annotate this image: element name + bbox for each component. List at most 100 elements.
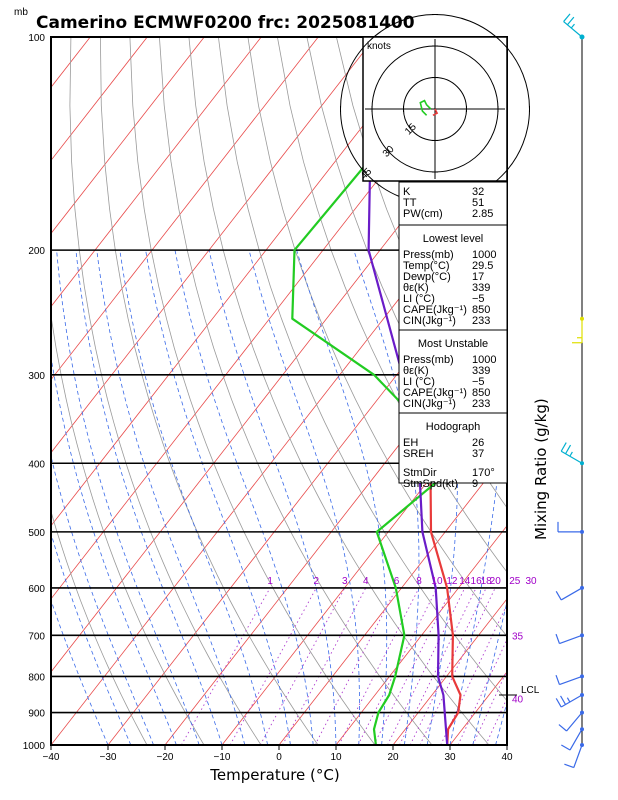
mixing-ratio-label: 16 <box>471 576 483 587</box>
moist-adiabat-line <box>296 249 388 745</box>
index-value: 51 <box>472 197 484 209</box>
wind-barb-flag <box>564 763 574 769</box>
index-label: CAPE(Jkg⁻¹) <box>403 387 467 399</box>
mixing-ratio-line <box>229 587 317 745</box>
mixing-ratio-label: 18 <box>481 576 493 587</box>
mixing-ratio-line <box>409 587 487 745</box>
mixing-ratio-axis-label: Mixing Ratio (g/kg) <box>532 398 550 540</box>
wind-barb-flag <box>558 724 567 732</box>
hodograph-unit: knots <box>367 41 391 52</box>
mixing-ratio-label: 3 <box>342 576 348 587</box>
isotherm-line <box>107 232 507 745</box>
index-value: 233 <box>472 315 490 327</box>
wind-barb-flag <box>555 590 562 601</box>
mixing-ratio-label: 1 <box>267 576 273 587</box>
moist-adiabat-line <box>208 250 337 745</box>
wind-barb-half-flag <box>570 23 575 29</box>
temperature-tick-label: −10 <box>214 752 231 763</box>
mixing-ratio-label: 25 <box>509 576 521 587</box>
index-section-title: Lowest level <box>423 233 484 245</box>
wind-barb-shaft <box>559 675 583 686</box>
isotherm-line <box>51 159 507 745</box>
pressure-tick-label: 400 <box>28 459 45 470</box>
index-value: 1000 <box>472 249 496 261</box>
temperature-tick-label: 20 <box>387 752 399 763</box>
wind-barb-half-flag <box>569 451 573 457</box>
temperature-tick-label: 40 <box>501 752 513 763</box>
wind-barb-shaft <box>560 450 583 464</box>
index-label: Dewp(°C) <box>403 271 451 283</box>
index-label: LI (°C) <box>403 293 435 305</box>
mixing-ratio-label: 4 <box>363 576 369 587</box>
wind-barb-shaft <box>573 744 583 768</box>
indices-frame <box>398 181 508 484</box>
wind-barb-flag <box>563 13 571 22</box>
moist-adiabat-line <box>75 250 223 745</box>
x-axis-label: Temperature (°C) <box>209 766 339 784</box>
isotherm-line <box>51 37 433 527</box>
index-value: 233 <box>472 398 490 410</box>
dry-adiabat-line <box>543 37 618 745</box>
moist-adiabat-line <box>56 250 200 745</box>
dry-adiabat-line <box>100 37 319 745</box>
dry-adiabat-line <box>159 37 433 745</box>
wind-barb-shaft <box>563 21 583 38</box>
wind-barb-flag <box>555 698 562 708</box>
wind-barb-flag <box>565 444 572 455</box>
wind-barb-flag <box>560 695 567 705</box>
pressure-tick-label: 900 <box>28 709 45 720</box>
dry-adiabat-line <box>306 37 507 509</box>
isotherm-line <box>335 525 507 745</box>
wind-barb-flag <box>561 744 571 751</box>
index-label: CIN(Jkg⁻¹) <box>403 315 456 327</box>
temperature-tick-label: −30 <box>100 752 117 763</box>
wind-barb-flag <box>555 633 561 644</box>
index-label: Press(mb) <box>403 354 454 366</box>
moist-adiabat-line <box>51 599 109 745</box>
dry-adiabat-line <box>129 37 376 745</box>
index-value: 37 <box>472 448 484 460</box>
mixing-ratio-line <box>314 587 397 745</box>
dry-adiabat-line <box>572 37 618 745</box>
index-value: 339 <box>472 365 490 377</box>
mixing-ratio-label: 40 <box>512 695 524 706</box>
index-value: 850 <box>472 304 490 316</box>
index-value: 339 <box>472 282 490 294</box>
index-label: StmSpd(kt) <box>403 478 458 490</box>
temperature-tick-label: 10 <box>330 752 342 763</box>
pressure-tick-label: 300 <box>28 371 45 382</box>
mixing-ratio-line <box>485 697 507 745</box>
index-value: −5 <box>472 376 485 388</box>
dewpoint-curve <box>291 37 473 745</box>
wind-barb-shaft <box>560 587 583 601</box>
mixing-ratio-line <box>181 587 271 745</box>
isotherm-line <box>392 598 507 745</box>
moist-adiabat-line <box>51 454 154 745</box>
wind-barb-shaft <box>566 712 583 732</box>
moist-adiabat-line <box>174 250 314 745</box>
index-value: 26 <box>472 437 484 449</box>
pressure-tick-label: 700 <box>28 631 45 642</box>
dry-adiabat-line <box>247 37 507 637</box>
wind-barb-shaft <box>559 634 583 645</box>
moist-adiabat-line <box>51 532 132 745</box>
sounding-indices-table: K 32 TT 51 PW(cm) 2.85 Lowest level Press(mb) 10… <box>398 181 508 490</box>
hodograph-trace <box>419 99 439 117</box>
wind-barb-half-flag <box>566 697 571 703</box>
thermo-grid <box>51 37 618 745</box>
mixing-ratio-line <box>440 603 507 745</box>
moist-adiabat-line <box>472 599 507 745</box>
wind-barb-flag <box>555 674 561 685</box>
isotherm-line <box>51 37 148 162</box>
index-label: StmDir <box>403 467 437 479</box>
pressure-tick-label: 800 <box>28 672 45 683</box>
mixing-ratio-line <box>282 587 367 745</box>
index-value: 850 <box>472 387 490 399</box>
temperature-tick-label: −20 <box>157 752 174 763</box>
temperature-axis: −40 −30 −20 −10 0 10 20 30 40 <box>43 745 513 763</box>
moist-adiabat-line <box>495 700 507 745</box>
dry-adiabat-line <box>69 37 262 745</box>
index-value: 32 <box>472 186 484 198</box>
